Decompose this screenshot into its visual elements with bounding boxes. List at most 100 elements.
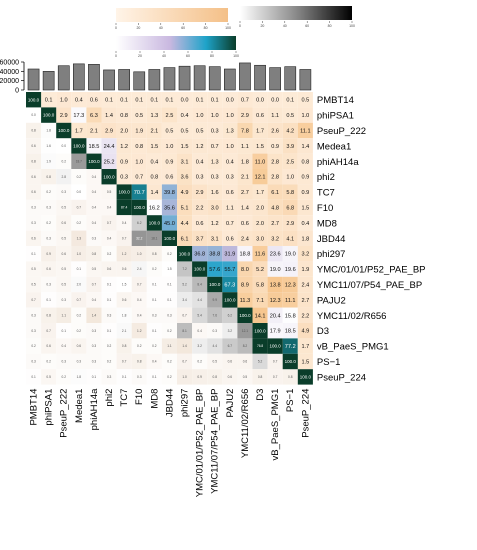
heatmap-cell-label: 1.6 <box>46 144 51 148</box>
column-label: phi2 <box>104 389 115 407</box>
heatmap-cell <box>267 276 283 293</box>
heatmap-cell-label: 18.1 <box>151 236 157 240</box>
heatmap-cell-label: 1.5 <box>150 144 158 150</box>
heatmap-cell <box>116 153 132 169</box>
heatmap-cell-label: 0.3 <box>31 206 36 210</box>
genome-size-bar <box>208 66 221 91</box>
heatmap-cell-label: 8.2 <box>243 344 248 348</box>
heatmap-cell-label: 2.5 <box>166 113 174 119</box>
heatmap-cell-label: 0.1 <box>62 329 67 333</box>
legend-tick-label: 80 <box>210 54 214 58</box>
heatmap-cell <box>207 199 223 216</box>
legend-tick-label: 20 <box>136 26 140 30</box>
heatmap-cell-label: 0.7 <box>107 221 112 225</box>
heatmap-cell-label: 11.3 <box>240 298 250 304</box>
heatmap-cell-label: 0.7 <box>77 298 82 302</box>
heatmap-cell <box>177 169 193 185</box>
heatmap-cell-label: 2.9 <box>241 113 249 119</box>
heatmap-cell-label: 0.0 <box>256 98 264 104</box>
heatmap-cell <box>86 92 102 108</box>
heatmap-cell <box>41 107 57 123</box>
heatmap-cell-label: 0.6 <box>31 236 36 240</box>
heatmap-cell <box>177 153 193 169</box>
heatmap-cell <box>131 153 147 169</box>
heatmap-cell <box>282 199 298 216</box>
genome-size-bar <box>42 71 55 91</box>
heatmap-cell-label: 1.5 <box>181 144 189 150</box>
legend-tick-label: 80 <box>328 24 332 28</box>
heatmap-cell <box>71 122 87 139</box>
heatmap-cell <box>86 307 102 323</box>
heatmap-cell <box>192 153 208 169</box>
heatmap-cell <box>86 184 102 200</box>
heatmap-cell-label: 1.2 <box>120 144 128 150</box>
heatmap-cell <box>26 138 42 154</box>
heatmap-cell-label: 2.9 <box>286 221 294 227</box>
heatmap-cell-label: 0.8 <box>213 375 218 379</box>
bar-axis-label: 40000 <box>0 69 19 76</box>
heatmap-cell <box>267 353 283 370</box>
heatmap-cell-label: 0.4 <box>92 221 97 225</box>
heatmap-cell-label: 0.2 <box>77 313 82 317</box>
heatmap-cell <box>116 122 132 139</box>
heatmap-cell-label: 0.5 <box>31 267 36 271</box>
heatmap-cell <box>86 246 102 262</box>
heatmap-cell-label: 100.0 <box>224 297 236 302</box>
heatmap-cell-label: 0.3 <box>62 190 67 194</box>
heatmap-cell-label: 12.3 <box>270 298 281 304</box>
heatmap-cell <box>237 92 253 108</box>
heatmap-cell-label: 2.9 <box>60 113 68 119</box>
genome-size-bar <box>73 63 85 91</box>
heatmap-cell <box>56 338 72 354</box>
heatmap-cell <box>282 338 298 354</box>
column-label: TC7 <box>119 389 130 407</box>
heatmap-cell <box>267 323 283 339</box>
heatmap-cell <box>101 153 117 169</box>
heatmap-cell <box>41 184 57 200</box>
heatmap-cell-label: 3.2 <box>271 236 279 242</box>
heatmap-cell <box>146 138 162 154</box>
heatmap-cell-label: 0.0 <box>77 190 82 194</box>
heatmap-cell-label: 1.0 <box>77 252 82 256</box>
heatmap-cell <box>146 369 162 385</box>
heatmap-cell <box>237 369 253 385</box>
heatmap-cell-label: 1.5 <box>122 283 127 287</box>
heatmap-cell <box>161 246 177 262</box>
column-label: YMC11/07/P54_PAE_BP <box>210 389 221 494</box>
heatmap-cell-label: 2.8 <box>62 175 67 179</box>
heatmap-cell <box>267 199 283 216</box>
heatmap-cell <box>207 169 223 185</box>
heatmap-cell-label: 25.2 <box>104 159 115 165</box>
heatmap-cell-label: 2.1 <box>241 175 249 181</box>
heatmap-cell <box>41 122 57 139</box>
heatmap-cell-label: 2.0 <box>256 221 264 227</box>
heatmap-cell <box>222 169 238 185</box>
heatmap-cell <box>86 215 102 231</box>
heatmap-cell <box>71 230 87 246</box>
heatmap-cell <box>267 307 283 323</box>
heatmap-cell <box>71 369 87 385</box>
heatmap-cell-label: 5.8 <box>286 190 294 196</box>
heatmap-cell <box>252 215 268 231</box>
heatmap-cell <box>131 199 147 216</box>
heatmap-cell-label: 2.7 <box>271 221 279 227</box>
heatmap-cell-label: 0.4 <box>107 236 112 240</box>
heatmap-cell-label: 1.3 <box>226 128 234 134</box>
heatmap-cell <box>207 184 223 200</box>
heatmap-cell <box>267 230 283 246</box>
heatmap-cell <box>252 92 268 108</box>
heatmap-cell <box>252 107 268 123</box>
heatmap-cell-label: 0.2 <box>46 190 51 194</box>
heatmap-cell-label: 0.1 <box>77 267 82 271</box>
heatmap-cell <box>56 122 72 139</box>
heatmap-cell-label: 100.0 <box>43 113 55 118</box>
heatmap-cell <box>146 215 162 231</box>
heatmap-cell <box>101 215 117 231</box>
heatmap-cell-label: 0.2 <box>107 360 112 364</box>
heatmap-cell <box>267 92 283 108</box>
heatmap-cell-label: 100.0 <box>149 220 161 225</box>
heatmap-cell <box>222 107 238 123</box>
heatmap-cell-label: 100.0 <box>300 374 312 379</box>
genome-size-bar <box>163 67 176 91</box>
column-label: YMC/01/01/P52_PAE_BP <box>195 389 206 498</box>
